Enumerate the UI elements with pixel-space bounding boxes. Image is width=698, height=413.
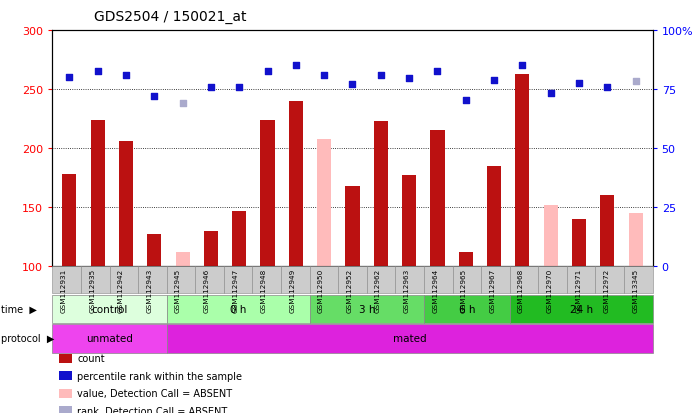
- Point: [545, 90, 556, 97]
- Bar: [515, 74, 530, 266]
- Text: GSM112947: GSM112947: [232, 268, 238, 313]
- Bar: [119, 142, 133, 266]
- Point: [460, 97, 471, 104]
- Point: [347, 82, 358, 88]
- Bar: [629, 214, 643, 266]
- Text: GSM112962: GSM112962: [375, 268, 381, 313]
- Point: [120, 72, 131, 79]
- Bar: [175, 252, 190, 266]
- Text: rank, Detection Call = ABSENT: rank, Detection Call = ABSENT: [77, 406, 228, 413]
- Bar: [346, 186, 359, 266]
- Point: [64, 75, 75, 81]
- Text: value, Detection Call = ABSENT: value, Detection Call = ABSENT: [77, 388, 232, 398]
- Text: mated: mated: [393, 334, 426, 344]
- Text: unmated: unmated: [86, 334, 133, 344]
- Text: GSM112942: GSM112942: [118, 268, 124, 313]
- Bar: [544, 205, 558, 266]
- Text: GSM112972: GSM112972: [604, 268, 610, 313]
- Text: GSM112968: GSM112968: [518, 268, 524, 313]
- Bar: [572, 219, 586, 266]
- Bar: [459, 252, 473, 266]
- Point: [177, 101, 188, 107]
- Text: GSM112963: GSM112963: [403, 268, 410, 313]
- Bar: [260, 121, 274, 266]
- Text: 24 h: 24 h: [570, 304, 593, 314]
- Point: [205, 84, 216, 91]
- Text: GSM112935: GSM112935: [89, 268, 95, 313]
- Text: GSM112952: GSM112952: [346, 268, 352, 313]
- Text: GSM112970: GSM112970: [547, 268, 553, 313]
- Text: 6 h: 6 h: [459, 304, 475, 314]
- Bar: [317, 139, 332, 266]
- Point: [517, 63, 528, 69]
- Point: [92, 69, 103, 76]
- Text: count: count: [77, 354, 105, 363]
- Bar: [373, 121, 388, 266]
- Bar: [62, 175, 76, 266]
- Point: [149, 94, 160, 100]
- Text: 0 h: 0 h: [230, 304, 246, 314]
- Bar: [487, 166, 501, 266]
- Text: GSM112965: GSM112965: [461, 268, 467, 313]
- Bar: [289, 102, 303, 266]
- Text: GSM112948: GSM112948: [261, 268, 267, 313]
- Text: time  ▶: time ▶: [1, 304, 37, 314]
- Point: [290, 63, 302, 69]
- Bar: [204, 231, 218, 266]
- Text: control: control: [91, 304, 128, 314]
- Text: GSM112945: GSM112945: [175, 268, 181, 313]
- Point: [602, 84, 613, 91]
- Text: GSM112964: GSM112964: [432, 268, 438, 313]
- Point: [574, 81, 585, 87]
- Point: [630, 78, 641, 85]
- Bar: [431, 131, 445, 266]
- Point: [432, 69, 443, 76]
- Bar: [402, 176, 416, 266]
- Bar: [147, 235, 161, 266]
- Point: [318, 72, 329, 79]
- Text: 3 h: 3 h: [359, 304, 375, 314]
- Text: GSM113345: GSM113345: [632, 268, 639, 313]
- Point: [376, 72, 387, 79]
- Text: GSM112950: GSM112950: [318, 268, 324, 313]
- Text: GDS2504 / 150021_at: GDS2504 / 150021_at: [94, 10, 246, 24]
- Text: protocol  ▶: protocol ▶: [1, 334, 54, 344]
- Text: GSM112931: GSM112931: [61, 268, 66, 313]
- Bar: [91, 121, 105, 266]
- Point: [403, 76, 415, 83]
- Text: GSM112943: GSM112943: [147, 268, 152, 313]
- Text: GSM112967: GSM112967: [489, 268, 496, 313]
- Point: [489, 77, 500, 84]
- Text: GSM112971: GSM112971: [575, 268, 581, 313]
- Text: GSM112949: GSM112949: [289, 268, 295, 313]
- Text: GSM112946: GSM112946: [204, 268, 209, 313]
- Bar: [600, 196, 614, 266]
- Bar: [232, 211, 246, 266]
- Point: [262, 69, 273, 76]
- Text: percentile rank within the sample: percentile rank within the sample: [77, 371, 242, 381]
- Point: [234, 84, 245, 91]
